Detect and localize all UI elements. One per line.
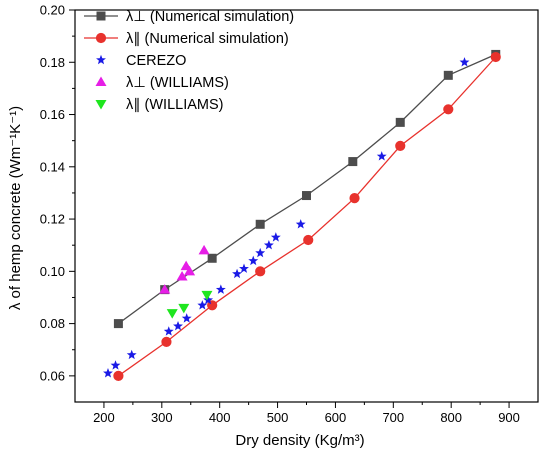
series-2-point xyxy=(197,300,208,310)
series-0-point xyxy=(302,191,311,201)
series-0-point xyxy=(443,70,453,80)
series-2-point xyxy=(181,313,192,323)
series-0-point xyxy=(113,319,123,329)
y-tick-label: 0.16 xyxy=(40,107,65,122)
series-2-point xyxy=(232,268,242,279)
legend-item-1: λ∥ (Numerical simulation) xyxy=(84,31,289,47)
legend-label: CEREZO xyxy=(126,53,186,69)
series-0-point xyxy=(207,253,217,263)
y-tick-label: 0.12 xyxy=(40,212,65,227)
series-4-point xyxy=(166,309,178,319)
y-axis-title: λ of hemp concrete (Wm⁻¹K⁻¹) xyxy=(7,106,24,310)
legend-label: λ∥ (Numerical simulation) xyxy=(126,31,289,47)
series-1 xyxy=(113,51,501,381)
series-0-point xyxy=(395,117,405,127)
legend-item-0: λ⊥ (Numerical simulation) xyxy=(84,9,294,25)
series-3-point xyxy=(198,244,210,255)
series-2-point xyxy=(459,57,470,67)
series-3 xyxy=(159,244,210,294)
series-0-point xyxy=(255,219,265,229)
y-tick-label: 0.18 xyxy=(40,55,65,70)
series-1-point xyxy=(395,140,406,151)
series-1-point xyxy=(113,370,124,381)
axes-layer: 200 300 400 500 600 700 800 900 0.06 0.08 0.10 0.12… xyxy=(40,3,539,425)
series-1-point xyxy=(490,51,501,63)
y-tick-label: 0.20 xyxy=(40,3,65,18)
x-tick-label: 900 xyxy=(498,410,520,425)
legend-item-4: λ∥ (WILLIAMS) xyxy=(95,97,223,113)
y-tick-label: 0.14 xyxy=(40,159,65,174)
series-2-point xyxy=(239,263,249,273)
series-3-point xyxy=(159,284,171,294)
series-3-point xyxy=(176,271,188,281)
x-tick-label: 800 xyxy=(440,410,462,425)
x-tick-label: 300 xyxy=(151,410,173,425)
x-tick-label: 500 xyxy=(267,410,289,425)
y-tick-label: 0.10 xyxy=(40,264,65,279)
legend-item-2: CEREZO xyxy=(96,53,186,69)
series-0-line xyxy=(118,53,497,325)
series-2-point xyxy=(163,326,174,336)
series-2-point xyxy=(295,219,306,229)
series-2-point xyxy=(103,368,113,378)
series-2-point xyxy=(173,321,183,331)
series-0 xyxy=(113,49,501,329)
series-2-point xyxy=(110,360,121,370)
legend-marker xyxy=(96,11,106,21)
y-tick-label: 0.06 xyxy=(40,368,65,383)
series-4 xyxy=(166,290,213,319)
series-2-point xyxy=(126,349,137,360)
x-tick-label: 400 xyxy=(209,410,231,425)
series-2-point xyxy=(263,240,274,250)
x-tick-label: 200 xyxy=(93,410,115,425)
series-2-point xyxy=(376,151,387,161)
series-1-point xyxy=(349,193,360,204)
series-1-point xyxy=(255,266,266,277)
series-2-point xyxy=(255,247,266,258)
series-1-point xyxy=(443,104,454,115)
series-4-point xyxy=(178,303,190,314)
x-tick-label: 700 xyxy=(382,410,404,425)
legend-marker xyxy=(96,54,106,65)
series-2 xyxy=(103,57,470,378)
legend-layer: λ⊥ (Numerical simulation) λ∥ (Numerical s… xyxy=(84,9,294,113)
series-3-point xyxy=(184,265,196,276)
series-2-point xyxy=(248,255,259,266)
legend-marker xyxy=(95,100,107,110)
series-1-point xyxy=(161,336,172,347)
y-tick-label: 0.08 xyxy=(40,316,65,331)
series-2-point xyxy=(270,232,281,242)
legend-label: λ⊥ (WILLIAMS) xyxy=(126,75,229,91)
series-layer xyxy=(103,49,501,381)
x-axis-title: Dry density (Kg/m³) xyxy=(235,432,364,449)
x-tick-label: 600 xyxy=(325,410,347,425)
series-2-point xyxy=(203,294,214,305)
legend-label: λ∥ (WILLIAMS) xyxy=(126,97,223,113)
series-1-point xyxy=(303,234,314,246)
series-0-point xyxy=(348,157,358,167)
legend-marker xyxy=(95,76,107,86)
legend-marker xyxy=(95,32,107,44)
series-2-point xyxy=(215,284,226,294)
legend-item-3: λ⊥ (WILLIAMS) xyxy=(95,75,229,91)
legend-label: λ⊥ (Numerical simulation) xyxy=(126,9,294,25)
series-4-point xyxy=(201,290,213,301)
